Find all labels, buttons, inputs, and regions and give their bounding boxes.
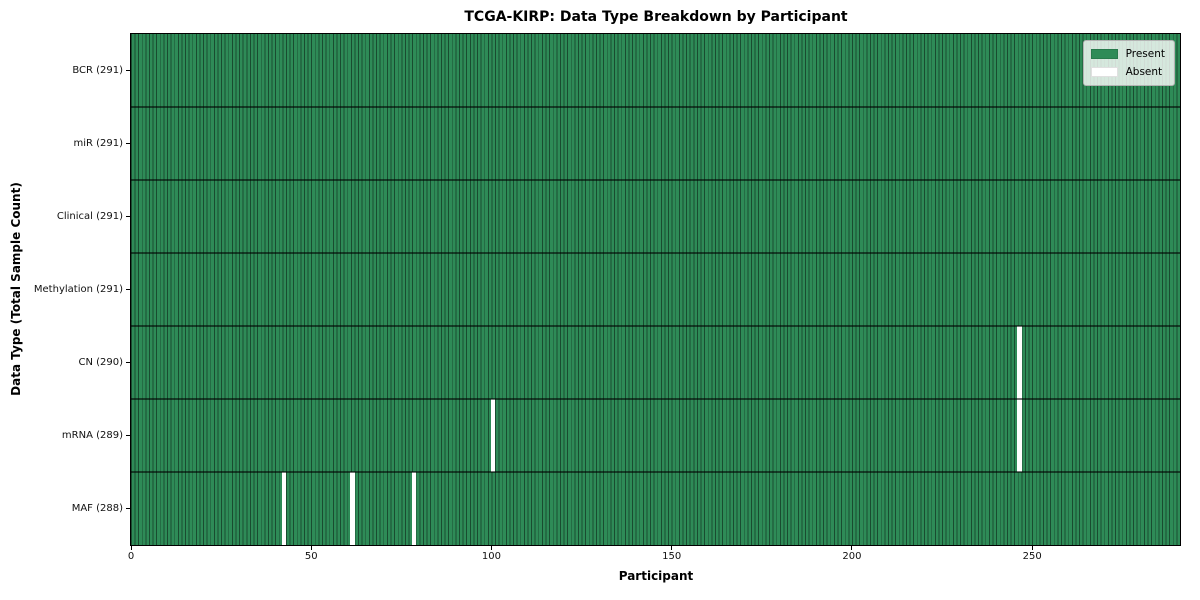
- ytick-label-miR: miR (291): [73, 137, 123, 149]
- chart-title: TCGA-KIRP: Data Type Breakdown by Partic…: [464, 9, 848, 25]
- row-separator-1: [131, 106, 1180, 108]
- ytick-mark-Clinical: [126, 216, 130, 217]
- x-axis-label: Participant: [618, 569, 694, 583]
- ytick-mark-MAF: [126, 508, 130, 509]
- absent-swatch: [1090, 67, 1118, 77]
- absent-gaps-layer: [131, 34, 1180, 545]
- xtick-label-100: 100: [481, 551, 502, 562]
- xtick-label-0: 0: [127, 551, 135, 562]
- xtick-mark-0: [130, 546, 132, 550]
- ytick-label-CN: CN (290): [78, 356, 123, 368]
- ytick-label-BCR: BCR (291): [72, 64, 123, 76]
- xtick-mark-50: [310, 546, 312, 550]
- absent-gap-CN-246: [1017, 326, 1022, 399]
- plot-area: Present Absent: [130, 33, 1181, 546]
- row-separator-4: [131, 325, 1180, 327]
- xtick-mark-200: [851, 546, 853, 550]
- absent-gap-mRNA-100: [491, 399, 496, 472]
- row-separator-3: [131, 252, 1180, 254]
- ytick-label-MAF: MAF (288): [71, 502, 123, 514]
- xtick-label-200: 200: [842, 551, 862, 562]
- xtick-label-50: 50: [304, 551, 318, 562]
- legend-label-present: Present: [1125, 48, 1165, 60]
- ytick-mark-BCR: [126, 70, 130, 71]
- xtick-mark-100: [490, 546, 492, 550]
- legend-item-present: Present: [1090, 47, 1165, 61]
- absent-gap-MAF-78: [411, 472, 417, 545]
- legend-item-absent: Absent: [1090, 65, 1165, 79]
- xtick-mark-250: [1031, 546, 1033, 550]
- ytick-mark-miR: [126, 143, 130, 144]
- ytick-label-Methylation: Methylation (291): [33, 283, 123, 295]
- xtick-label-250: 250: [1022, 551, 1042, 562]
- row-separator-2: [131, 179, 1180, 181]
- row-separator-5: [131, 398, 1180, 400]
- ytick-mark-mRNA: [126, 435, 130, 436]
- row-separators-layer: [131, 34, 1180, 545]
- present-swatch: [1090, 49, 1118, 59]
- absent-gap-MAF-61: [350, 472, 355, 545]
- row-separator-6: [131, 471, 1180, 473]
- absent-gap-MAF-42: [282, 472, 287, 545]
- absent-gap-mRNA-246: [1017, 399, 1022, 472]
- legend-label-absent: Absent: [1125, 66, 1163, 78]
- xtick-label-150: 150: [662, 551, 682, 562]
- ytick-mark-CN: [126, 362, 130, 363]
- legend: Present Absent: [1082, 40, 1175, 86]
- ytick-label-Clinical: Clinical (291): [56, 210, 123, 222]
- xtick-mark-150: [671, 546, 673, 550]
- ytick-label-mRNA: mRNA (289): [61, 429, 123, 441]
- ytick-mark-Methylation: [126, 289, 130, 290]
